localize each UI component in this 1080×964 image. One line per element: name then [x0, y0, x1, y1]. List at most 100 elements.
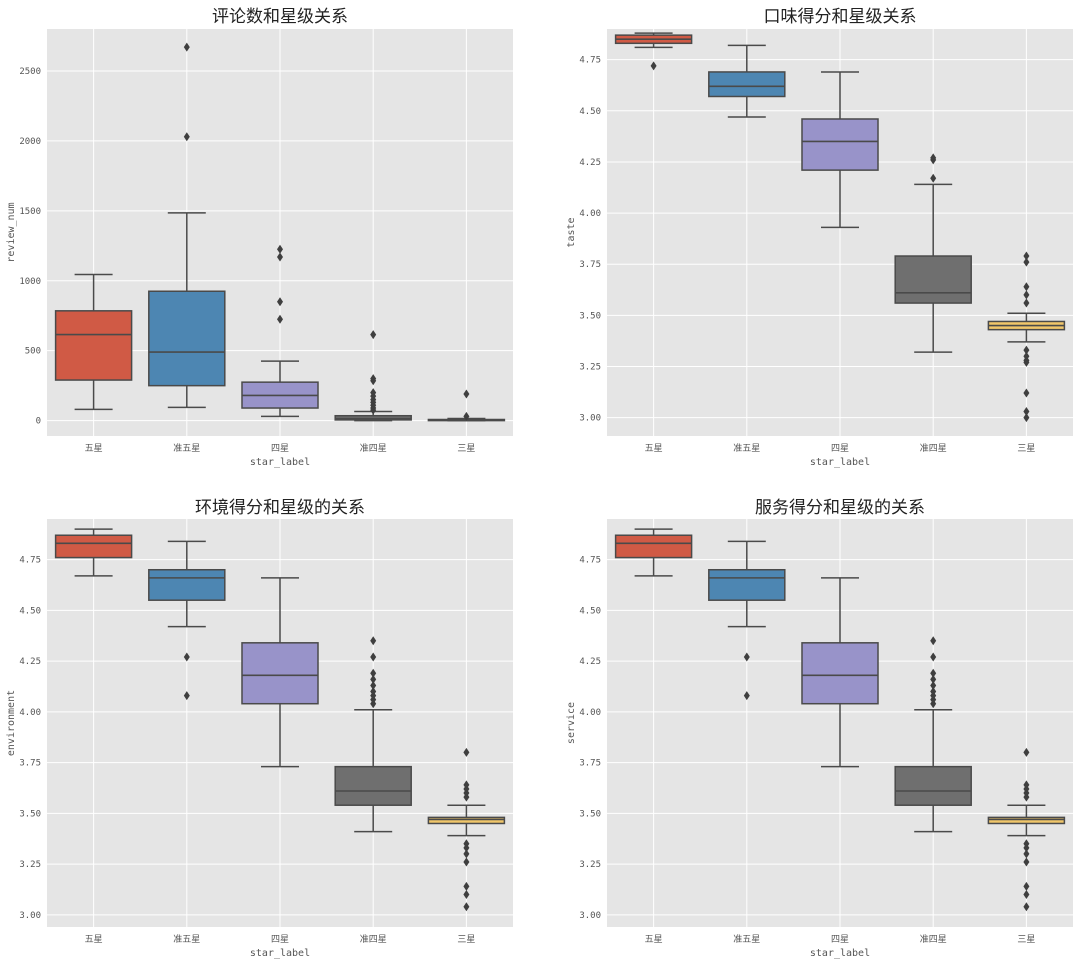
y-tick-label: 3.00	[579, 911, 601, 921]
box-group-1	[614, 528, 693, 577]
x-tick-label: 三星	[1017, 443, 1035, 454]
y-tick-label: 4.00	[19, 708, 41, 718]
outlier-point	[370, 330, 377, 340]
box-iqr	[987, 816, 1066, 825]
x-axis-label: star_label	[810, 457, 870, 468]
box-group-2	[148, 42, 226, 409]
y-tick-label: 4.75	[19, 556, 41, 566]
y-axis-label: environment	[6, 690, 17, 756]
outlier-point	[463, 890, 470, 900]
outlier-point	[370, 680, 377, 690]
outlier-point	[370, 636, 377, 646]
outlier-point	[1023, 406, 1030, 416]
chart-panel-review-num: 0 500 1000 1500 2000 2500 五星 准五星 四星 准四星 三星 star_lab…	[6, 7, 513, 468]
outlier-point	[277, 244, 283, 254]
y-tick-label: 4.50	[19, 606, 41, 616]
outlier-point	[1023, 890, 1030, 900]
x-tick-label: 四星	[831, 934, 849, 945]
outlier-point	[370, 388, 377, 398]
y-tick-label: 1000	[19, 277, 41, 287]
outlier-point	[277, 314, 283, 324]
outlier-point	[1023, 257, 1030, 267]
outlier-point	[930, 153, 937, 163]
outlier-point	[463, 780, 470, 790]
box-group-3	[241, 244, 319, 418]
y-tick-label: 4.50	[579, 107, 601, 117]
outlier-point	[183, 691, 190, 701]
box-iqr	[801, 642, 879, 705]
y-tick-label: 3.50	[579, 809, 601, 819]
y-tick-label: 2000	[19, 137, 41, 147]
box-iqr	[894, 255, 972, 304]
y-tick-label: 3.25	[579, 362, 601, 372]
outlier-point	[1023, 298, 1030, 308]
box-iqr	[334, 765, 412, 806]
x-tick-label: 准四星	[920, 934, 947, 945]
x-tick-label: 准五星	[173, 443, 200, 454]
outlier-point	[370, 668, 377, 678]
outlier-point	[930, 636, 937, 646]
outlier-point	[1023, 413, 1030, 423]
chart-title: 口味得分和星级关系	[764, 7, 917, 27]
box-group-5	[427, 389, 506, 422]
outlier-point	[463, 857, 470, 867]
y-axis-label: review_num	[6, 202, 17, 262]
outlier-point	[463, 411, 470, 421]
y-tick-label: 3.00	[579, 414, 601, 424]
x-tick-label: 准五星	[733, 934, 760, 945]
y-tick-label: 4.25	[579, 158, 601, 168]
y-tick-label: 4.50	[579, 606, 601, 616]
outlier-point	[1023, 881, 1030, 891]
outlier-point	[277, 297, 283, 307]
outlier-point	[1023, 282, 1030, 292]
outlier-point	[463, 839, 470, 849]
box-group-1	[54, 528, 133, 577]
y-tick-label: 3.75	[19, 759, 41, 769]
outlier-point	[463, 881, 470, 891]
box-group-4	[894, 153, 972, 353]
outlier-point	[183, 42, 190, 52]
x-tick-label: 四星	[271, 934, 289, 945]
outlier-point	[930, 652, 937, 662]
x-tick-label: 准四星	[360, 443, 387, 454]
outlier-point	[743, 691, 750, 701]
box-group-1	[54, 273, 133, 411]
y-tick-label: 4.00	[579, 209, 601, 219]
box-group-3	[241, 577, 319, 768]
outlier-point	[183, 652, 190, 662]
y-tick-label: 2500	[19, 67, 41, 77]
outlier-point	[370, 374, 377, 384]
outlier-point	[930, 687, 937, 697]
x-tick-label: 五星	[645, 443, 663, 454]
x-tick-label: 准五星	[173, 934, 200, 945]
x-tick-label: 五星	[85, 443, 103, 454]
outlier-point	[930, 680, 937, 690]
x-tick-label: 四星	[271, 443, 289, 454]
outlier-point	[1023, 902, 1030, 912]
y-axis-label: taste	[566, 217, 577, 247]
y-axis-label: service	[566, 702, 577, 744]
outlier-point	[1023, 290, 1030, 300]
outlier-point	[1023, 351, 1030, 361]
outlier-point	[463, 902, 470, 912]
box-group-3	[801, 577, 879, 768]
x-axis-label: star_label	[250, 457, 310, 468]
outlier-point	[930, 668, 937, 678]
outlier-point	[370, 687, 377, 697]
x-tick-label: 四星	[831, 443, 849, 454]
outlier-point	[930, 173, 937, 183]
box-iqr	[708, 568, 786, 601]
y-tick-label: 3.50	[579, 311, 601, 321]
box-group-5	[987, 747, 1066, 912]
outlier-point	[183, 132, 190, 142]
box-group-4	[334, 330, 412, 422]
outlier-point	[1023, 849, 1030, 859]
box-group-4	[894, 636, 972, 833]
box-group-2	[708, 540, 786, 701]
chart-title: 评论数和星级关系	[212, 7, 348, 27]
outlier-point	[743, 652, 750, 662]
x-tick-label: 三星	[457, 443, 475, 454]
x-axis-label: star_label	[810, 948, 870, 959]
outlier-point	[650, 61, 657, 71]
box-iqr	[241, 642, 319, 705]
